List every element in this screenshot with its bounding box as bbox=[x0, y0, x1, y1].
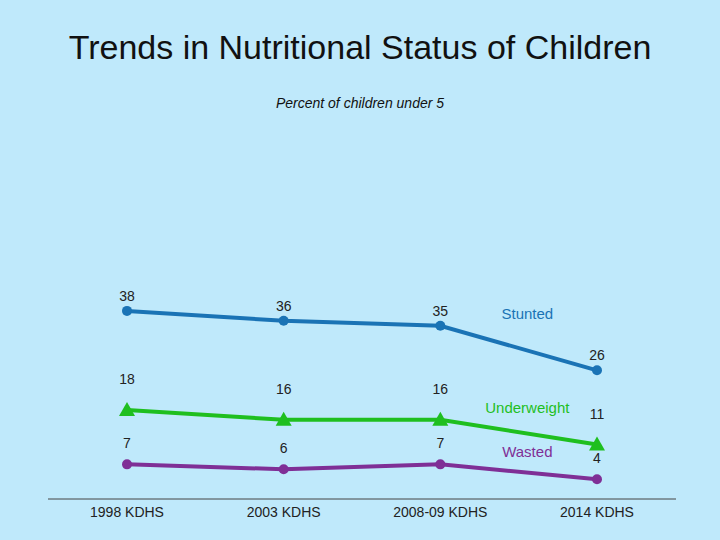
svg-text:Underweight: Underweight bbox=[485, 399, 570, 416]
svg-text:16: 16 bbox=[276, 381, 292, 397]
svg-text:6: 6 bbox=[280, 440, 288, 456]
svg-text:Stunted: Stunted bbox=[501, 305, 553, 322]
svg-text:7: 7 bbox=[123, 435, 131, 451]
html-text:Percent of children under 5: Percent of children under 5 bbox=[275, 95, 444, 111]
svg-text:38: 38 bbox=[119, 288, 135, 304]
svg-text:11: 11 bbox=[590, 406, 605, 422]
svg-text:2014 KDHS: 2014 KDHS bbox=[560, 504, 634, 520]
svg-text:16: 16 bbox=[433, 381, 449, 397]
svg-text:1998 KDHS: 1998 KDHS bbox=[90, 504, 164, 520]
svg-text:7: 7 bbox=[436, 435, 444, 451]
html-text:Trends in Nutritional Status o: Trends in Nutritional Status of Children bbox=[68, 28, 652, 66]
svg-text:4: 4 bbox=[593, 450, 601, 466]
svg-text:35: 35 bbox=[433, 303, 449, 319]
svg-text:26: 26 bbox=[589, 347, 605, 363]
svg-text:2008-09 KDHS: 2008-09 KDHS bbox=[393, 504, 487, 520]
svg-text:36: 36 bbox=[276, 298, 292, 314]
svg-text:2003 KDHS: 2003 KDHS bbox=[247, 504, 321, 520]
svg-text:18: 18 bbox=[119, 371, 135, 387]
svg-text:Wasted: Wasted bbox=[502, 443, 552, 460]
